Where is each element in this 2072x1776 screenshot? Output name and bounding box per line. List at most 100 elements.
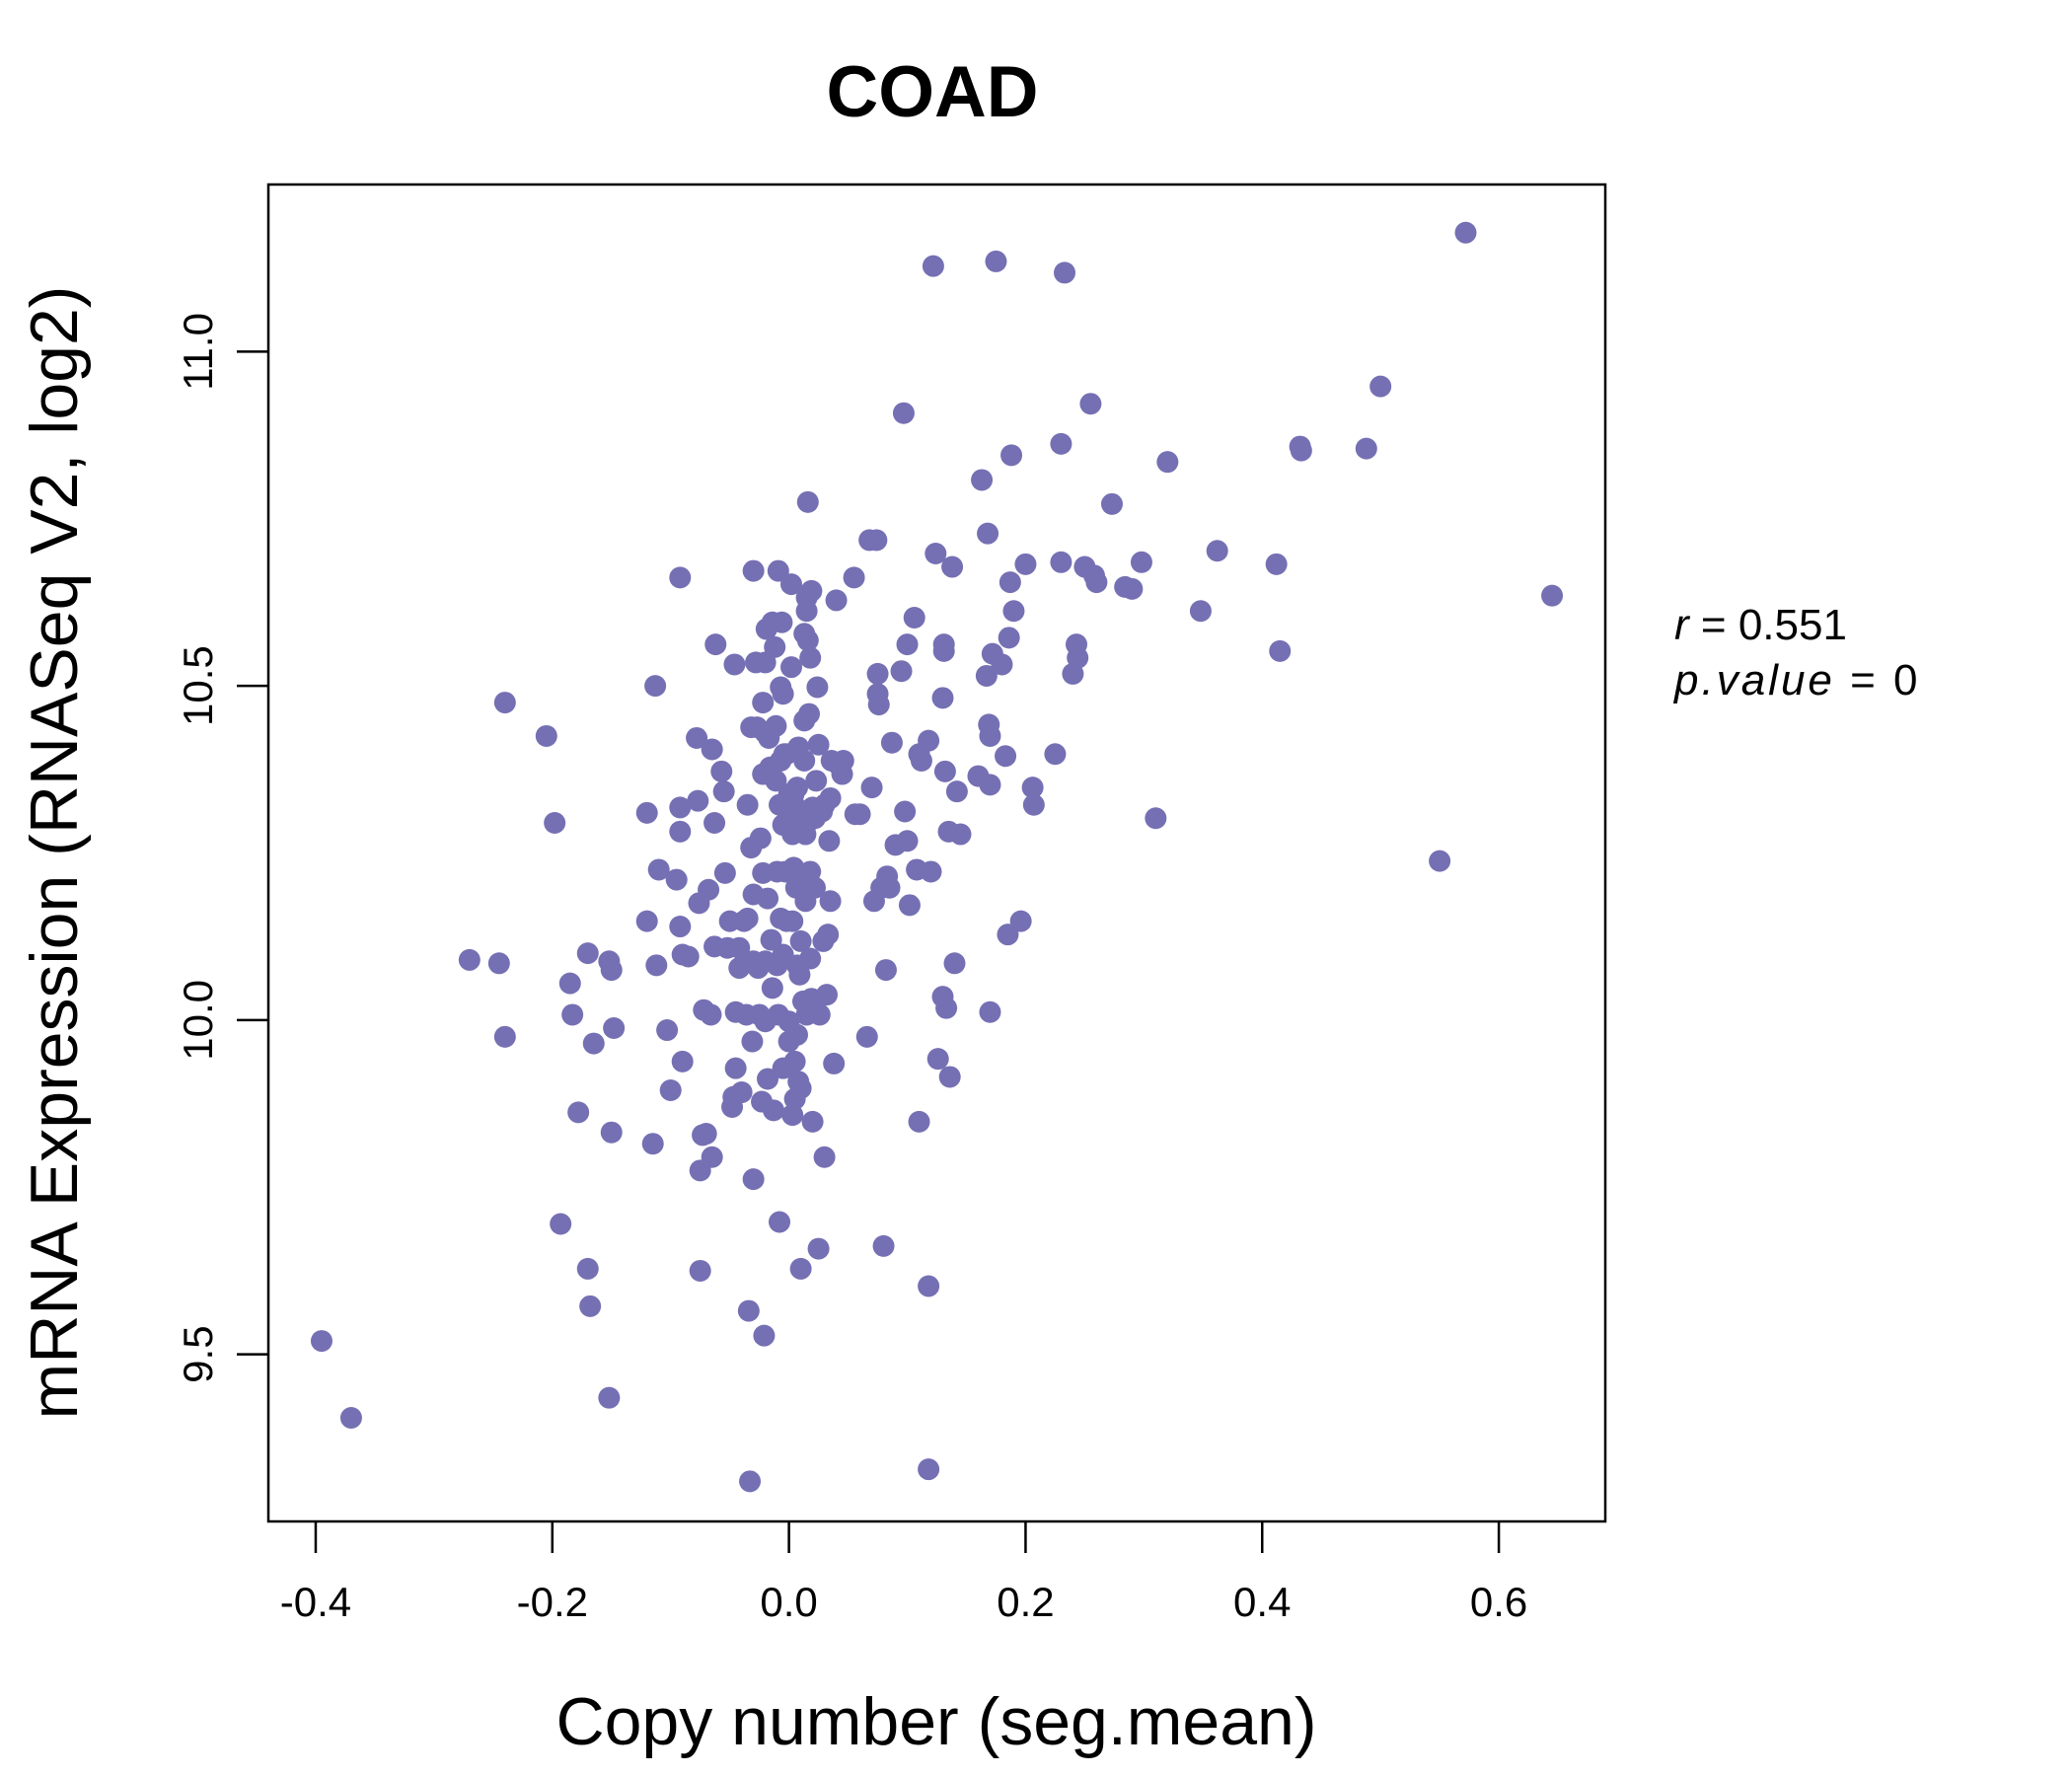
data-point bbox=[789, 1076, 812, 1099]
data-point bbox=[918, 1275, 940, 1297]
data-point bbox=[665, 868, 688, 891]
data-point bbox=[641, 1133, 664, 1155]
data-point bbox=[677, 945, 700, 968]
data-point bbox=[926, 1048, 949, 1071]
data-point bbox=[979, 1000, 1001, 1023]
data-point bbox=[689, 1259, 711, 1282]
data-point bbox=[1009, 910, 1032, 932]
data-point bbox=[825, 589, 848, 612]
data-point bbox=[860, 777, 883, 799]
data-point bbox=[943, 952, 966, 975]
data-point bbox=[997, 924, 1019, 946]
data-point bbox=[815, 984, 838, 1006]
data-point bbox=[819, 890, 842, 913]
data-point bbox=[687, 789, 709, 812]
plot-frame bbox=[266, 183, 1607, 1523]
data-point bbox=[579, 1295, 602, 1317]
data-point bbox=[659, 1079, 682, 1102]
data-point bbox=[938, 1066, 961, 1088]
data-point bbox=[945, 780, 968, 803]
data-point bbox=[803, 876, 826, 899]
data-point bbox=[1054, 261, 1076, 284]
data-point bbox=[874, 959, 897, 982]
data-point bbox=[1100, 492, 1123, 515]
data-point bbox=[1002, 600, 1025, 623]
data-point bbox=[713, 861, 736, 884]
data-point bbox=[765, 714, 787, 737]
data-point bbox=[799, 646, 822, 669]
data-point bbox=[932, 639, 955, 662]
data-point bbox=[741, 1030, 764, 1053]
data-point bbox=[878, 876, 901, 899]
data-point bbox=[1541, 584, 1564, 607]
data-point bbox=[1454, 221, 1477, 244]
data-point bbox=[991, 653, 1013, 676]
data-point bbox=[701, 738, 723, 761]
data-point bbox=[710, 760, 733, 782]
y-tick-label: 10.0 bbox=[175, 980, 221, 1061]
data-point bbox=[872, 1234, 895, 1257]
data-point bbox=[701, 1146, 723, 1168]
data-point bbox=[998, 627, 1020, 649]
data-point bbox=[763, 1099, 785, 1122]
data-point bbox=[635, 801, 658, 824]
data-point bbox=[704, 633, 727, 656]
r-value: 0.551 bbox=[1739, 601, 1847, 649]
data-point bbox=[975, 664, 998, 687]
data-point bbox=[757, 1068, 779, 1090]
data-point bbox=[723, 653, 746, 676]
x-tick-label: -0.4 bbox=[280, 1579, 351, 1625]
data-point bbox=[635, 910, 658, 932]
data-point bbox=[979, 724, 1001, 747]
data-point bbox=[797, 703, 820, 725]
data-point bbox=[795, 600, 818, 623]
data-point bbox=[1000, 444, 1023, 467]
data-point bbox=[598, 1386, 621, 1409]
r-label: r bbox=[1674, 601, 1691, 649]
data-point bbox=[603, 1017, 626, 1040]
data-point bbox=[761, 977, 783, 999]
data-point bbox=[819, 786, 842, 809]
data-point bbox=[767, 559, 789, 582]
data-point bbox=[753, 1324, 776, 1347]
data-point bbox=[712, 780, 735, 803]
chart-title: COAD bbox=[827, 52, 1039, 132]
data-point bbox=[894, 800, 917, 823]
data-point bbox=[771, 611, 793, 633]
data-point bbox=[686, 726, 708, 749]
data-point bbox=[808, 1003, 831, 1026]
data-point bbox=[671, 1050, 694, 1073]
data-point bbox=[780, 656, 803, 679]
p-statistic: p.value = 0 bbox=[1672, 656, 1921, 704]
data-point bbox=[764, 635, 786, 658]
data-point bbox=[918, 729, 940, 752]
data-point bbox=[736, 907, 759, 929]
data-point bbox=[647, 858, 670, 881]
data-point bbox=[1079, 393, 1102, 415]
data-point bbox=[922, 255, 944, 277]
y-axis-label: mRNA Expression (RNASeq V2, log2) bbox=[17, 286, 92, 1420]
data-point bbox=[786, 1023, 809, 1046]
data-point bbox=[1085, 571, 1108, 594]
data-point bbox=[805, 770, 828, 792]
data-point bbox=[933, 760, 956, 782]
data-point bbox=[843, 566, 865, 589]
data-point bbox=[818, 830, 841, 852]
data-point bbox=[793, 750, 816, 773]
x-tick-label: 0.4 bbox=[1233, 1579, 1291, 1625]
data-point bbox=[832, 750, 854, 773]
data-point bbox=[535, 724, 557, 747]
data-point bbox=[1121, 577, 1144, 600]
data-point bbox=[742, 559, 765, 582]
x-axis: -0.4 -0.2 0.0 0.2 0.4 0.6 bbox=[280, 1521, 1527, 1625]
p-value: 0 bbox=[1893, 656, 1920, 704]
data-point bbox=[656, 1019, 679, 1042]
data-point bbox=[1022, 793, 1045, 816]
data-point bbox=[724, 1057, 747, 1079]
data-point bbox=[1189, 600, 1212, 623]
data-point bbox=[880, 731, 903, 754]
data-point bbox=[645, 954, 668, 977]
data-point bbox=[576, 942, 599, 965]
data-point bbox=[865, 529, 888, 552]
